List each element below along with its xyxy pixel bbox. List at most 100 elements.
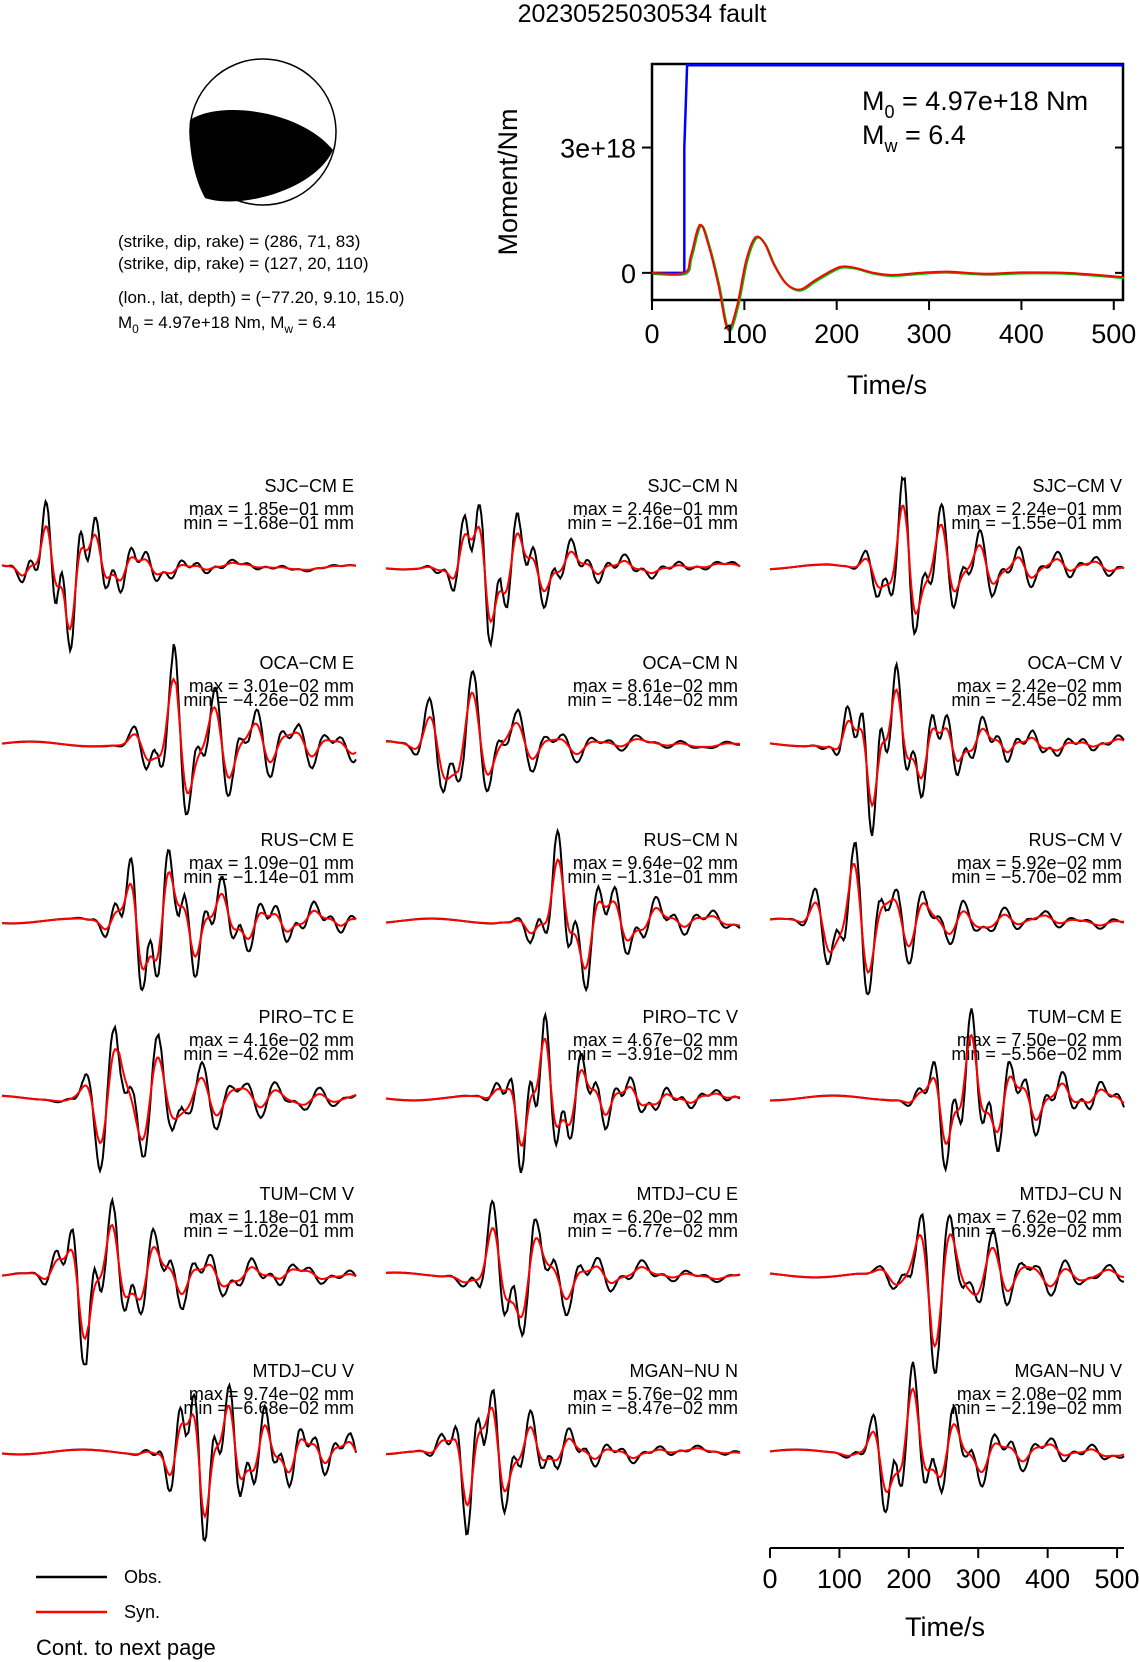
trace-station-label: PIRO−TC E — [258, 1007, 354, 1027]
trace-max-value: max = 4.67e−02 mm — [573, 1030, 738, 1050]
waveform-time-axis: Time/s 0 100 200 300 400 500 — [762, 1547, 1139, 1642]
trace-station-label: MTDJ−CU V — [252, 1361, 354, 1381]
moment-annotation-m0: M0 = 4.97e+18 Nm — [862, 86, 1088, 122]
trace-min-value: min = −2.19e−02 mm — [951, 1398, 1122, 1418]
hypocenter: (lon., lat, depth) = (−77.20, 9.10, 15.0… — [118, 288, 404, 307]
trace-max-value: max = 2.42e−02 mm — [957, 676, 1122, 696]
trace-station-label: SJC−CM E — [264, 476, 354, 496]
trace-min-value: min = −4.62e−02 mm — [183, 1044, 354, 1064]
trace-min-value: min = −6.92e−02 mm — [951, 1221, 1122, 1241]
synthetic-waveform — [385, 1406, 741, 1507]
waveform-x-tick-label: 0 — [762, 1564, 777, 1594]
trace-max-value: max = 1.85e−01 mm — [189, 499, 354, 519]
trace-station-label: MGAN−NU N — [629, 1361, 738, 1381]
moment-plot-frame — [650, 62, 1125, 302]
waveform-x-axis-label: Time/s — [905, 1612, 985, 1642]
legend: Obs. Syn. — [36, 1567, 162, 1622]
trace-min-value: min = −6.68e−02 mm — [183, 1398, 354, 1418]
trace-station-label: TUM−CM V — [260, 1184, 355, 1204]
trace-max-value: max = 1.18e−01 mm — [189, 1207, 354, 1227]
beachball-compressional-quadrant — [189, 110, 333, 202]
trace-station-label: MGAN−NU V — [1014, 1361, 1122, 1381]
trace-max-value: max = 2.08e−02 mm — [957, 1384, 1122, 1404]
trace-max-value: max = 9.64e−02 mm — [573, 853, 738, 873]
moment-annotation-mw: Mw = 6.4 — [862, 120, 966, 156]
moment-x-tick-label: 100 — [722, 319, 767, 349]
trace-station-label: OCA−CM N — [642, 653, 738, 673]
moment-x-tick-label: 0 — [644, 319, 659, 349]
synthetic-waveform — [769, 688, 1125, 808]
observed-waveform — [386, 669, 741, 794]
moment-summary: M0 = 4.97e+18 Nm, Mw = 6.4 — [118, 313, 336, 336]
synthetic-waveform — [770, 1033, 1125, 1145]
synthetic-waveform — [1, 525, 356, 631]
nodal-plane-1: (strike, dip, rake) = (286, 71, 83) — [118, 232, 360, 251]
synthetic-waveform — [385, 525, 741, 624]
trace-min-value: min = −1.68e−01 mm — [183, 513, 354, 533]
moment-x-axis-label: Time/s — [847, 370, 927, 400]
moment-x-ticks: 0 100 200 300 400 500 — [644, 300, 1136, 349]
moment-y-axis-label: Moment/Nm — [493, 108, 523, 255]
synthetic-waveform — [1, 1048, 357, 1145]
synthetic-waveform — [769, 1387, 1125, 1494]
continuation-note: Cont. to next page — [36, 1635, 216, 1660]
trace-max-value: max = 3.01e−02 mm — [189, 676, 354, 696]
trace-min-value: min = −1.14e−01 mm — [183, 867, 354, 887]
trace-station-label: SJC−CM N — [647, 476, 738, 496]
mechanism-info: (strike, dip, rake) = (286, 71, 83) (str… — [118, 232, 404, 336]
trace-max-value: max = 1.09e−01 mm — [189, 853, 354, 873]
trace-min-value: min = −6.77e−02 mm — [567, 1221, 738, 1241]
moment-y-tick-label: 0 — [621, 259, 636, 289]
trace-min-value: min = −5.56e−02 mm — [951, 1044, 1122, 1064]
trace-min-value: min = −1.55e−01 mm — [951, 513, 1122, 533]
synthetic-waveform — [1, 1223, 357, 1341]
trace-station-label: MTDJ−CU N — [1020, 1184, 1123, 1204]
moment-series-group — [651, 64, 1125, 332]
synthetic-waveform — [385, 1037, 741, 1148]
page-title: 20230525030534 fault — [518, 0, 767, 28]
synthetic-waveform — [1, 677, 357, 795]
trace-min-value: min = −2.45e−02 mm — [951, 690, 1122, 710]
source-time-function — [651, 223, 1124, 331]
synthetic-waveform — [1, 1404, 357, 1520]
trace-station-label: MTDJ−CU E — [636, 1184, 738, 1204]
trace-station-label: RUS−CM V — [1028, 830, 1122, 850]
cumulative-moment-line — [652, 64, 1123, 275]
trace-max-value: max = 7.62e−02 mm — [957, 1207, 1122, 1227]
trace-max-value: max = 6.20e−02 mm — [573, 1207, 738, 1227]
synthetic-waveform — [769, 1233, 1124, 1349]
moment-y-tick-label: 3e+18 — [560, 134, 636, 164]
trace-max-value: max = 5.76e−02 mm — [573, 1384, 738, 1404]
trace-station-label: SJC−CM V — [1032, 476, 1122, 496]
moment-y-ticks: 0 3e+18 — [560, 134, 1123, 289]
trace-station-label: OCA−CM V — [1027, 653, 1122, 673]
trace-min-value: min = −4.26e−02 mm — [183, 690, 354, 710]
trace-min-value: min = −1.02e−01 mm — [183, 1221, 354, 1241]
moment-x-tick-label: 200 — [814, 319, 859, 349]
synthetic-waveform — [770, 504, 1124, 616]
trace-station-label: PIRO−TC V — [642, 1007, 738, 1027]
synthetic-waveform — [386, 1227, 741, 1319]
legend-obs-label: Obs. — [124, 1567, 162, 1587]
waveform-x-tick-label: 300 — [956, 1564, 1001, 1594]
trace-min-value: min = −1.31e−01 mm — [567, 867, 738, 887]
trace-max-value: max = 5.92e−02 mm — [957, 853, 1122, 873]
synthetic-waveform — [2, 870, 357, 971]
trace-min-value: min = −2.16e−01 mm — [567, 513, 738, 533]
moment-x-tick-label: 400 — [999, 319, 1044, 349]
waveform-x-tick-label: 100 — [817, 1564, 862, 1594]
trace-min-value: min = −5.70e−02 mm — [951, 867, 1122, 887]
moment-x-tick-label: 300 — [907, 319, 952, 349]
trace-max-value: max = 8.61e−02 mm — [573, 676, 738, 696]
trace-station-label: TUM−CM E — [1028, 1007, 1123, 1027]
